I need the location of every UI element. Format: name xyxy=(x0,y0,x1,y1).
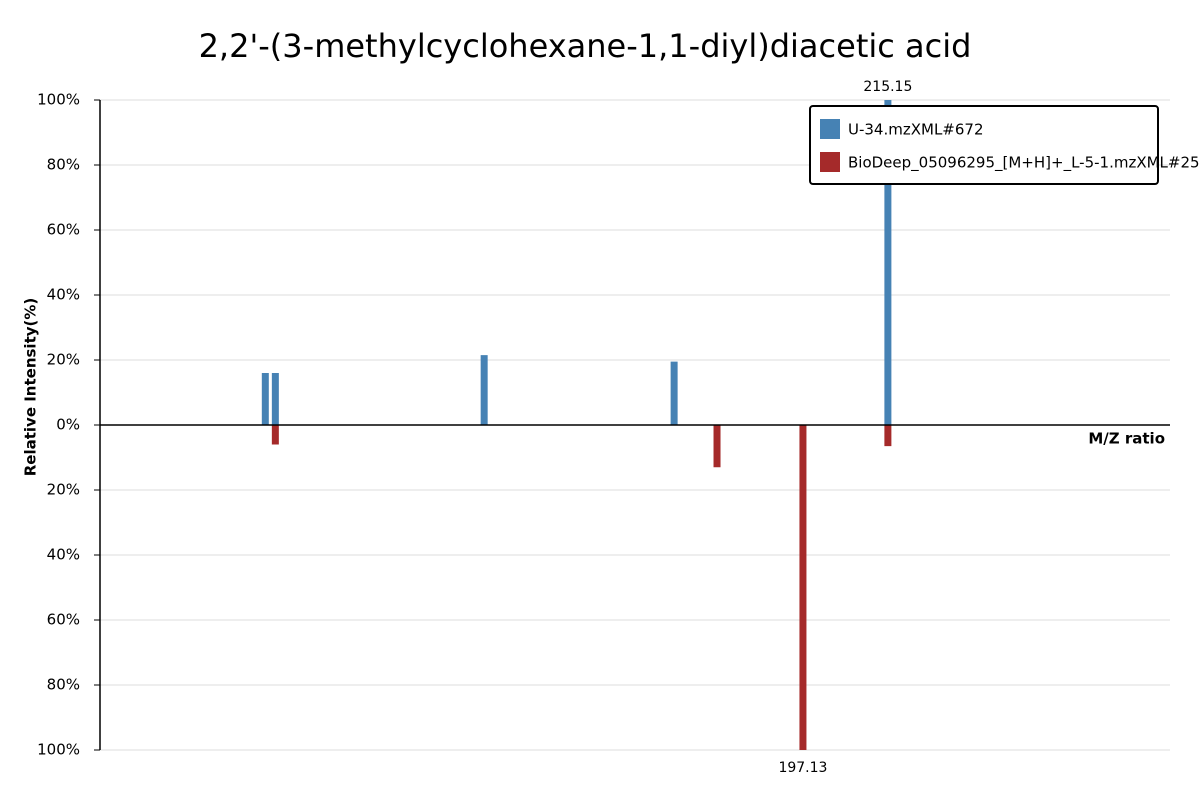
peak-label: 197.13 xyxy=(778,760,827,776)
y-tick-label: 100% xyxy=(37,741,80,759)
y-tick-label: 80% xyxy=(47,676,80,694)
y-tick-label: 80% xyxy=(47,156,80,174)
peak-label: 215.15 xyxy=(863,79,912,95)
y-tick-label: 20% xyxy=(47,481,80,499)
peak xyxy=(884,100,892,425)
chart-title: 2,2'-(3-methylcyclohexane-1,1-diyl)diace… xyxy=(199,27,972,65)
peak xyxy=(261,373,269,425)
y-tick-label: 0% xyxy=(56,416,80,434)
legend-entry: BioDeep_05096295_[M+H]+_L-5-1.mzXML#259 xyxy=(848,154,1200,173)
y-tick-label: 100% xyxy=(37,91,80,109)
y-tick-label: 60% xyxy=(47,611,80,629)
peak xyxy=(884,425,892,447)
peak xyxy=(713,425,721,468)
y-tick-label: 40% xyxy=(47,546,80,564)
peak xyxy=(480,355,488,425)
peak xyxy=(670,361,678,425)
y-tick-label: 20% xyxy=(47,351,80,369)
legend-swatch xyxy=(820,119,840,139)
peak xyxy=(271,373,279,425)
peak xyxy=(271,425,279,445)
x-axis-label: M/Z ratio xyxy=(1088,430,1165,448)
y-tick-label: 60% xyxy=(47,221,80,239)
peak xyxy=(799,425,807,750)
legend-box xyxy=(809,105,1159,185)
legend-entry: U-34.mzXML#672 xyxy=(848,121,984,139)
y-axis-label: Relative Intensity(%) xyxy=(22,298,40,477)
y-tick-label: 40% xyxy=(47,286,80,304)
legend-swatch xyxy=(820,152,840,172)
